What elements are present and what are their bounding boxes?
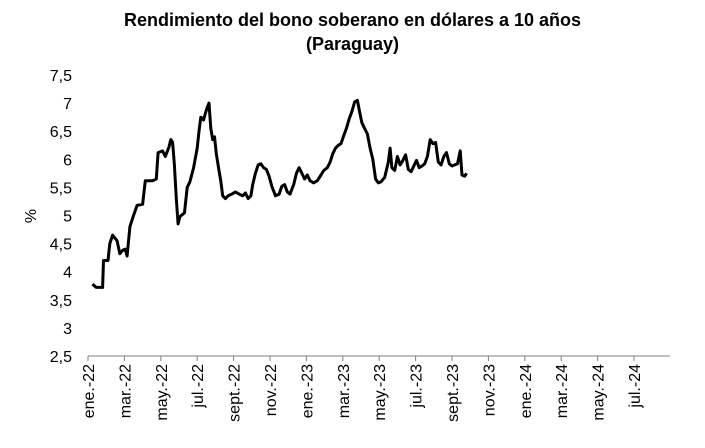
x-tick-label: ene.-22: [81, 364, 98, 418]
x-tick-label: sept.-22: [227, 364, 244, 422]
y-tick-label: 3,5: [50, 293, 72, 310]
x-tick-label: jul.-24: [627, 364, 644, 409]
y-tick-label: 2,5: [50, 349, 72, 366]
y-tick-label: 6,5: [50, 124, 72, 141]
x-tick-label: mar.-23: [336, 364, 353, 418]
x-tick-label: nov.-22: [263, 364, 280, 416]
x-tick-label: jul.-23: [409, 364, 426, 409]
y-axis-label: %: [23, 209, 40, 223]
y-tick-label: 7,5: [50, 68, 72, 85]
x-tick-label: mar.-24: [554, 364, 571, 418]
x-tick-label: sept.-23: [445, 364, 462, 422]
y-tick-label: 5: [63, 209, 72, 226]
x-tick-label: ene.-23: [299, 364, 316, 418]
y-tick-label: 4: [63, 265, 72, 282]
x-tick-label: mar.-22: [117, 364, 134, 418]
x-tick-labels: ene.-22 mar.-22 may.-22 jul.-22 sept.-22 nov.…: [81, 364, 644, 422]
series-line: [91, 98, 468, 289]
x-tick-label: nov.-23: [481, 364, 498, 416]
y-tick-label: 7: [63, 96, 72, 113]
x-tick-label: jul.-22: [190, 364, 207, 409]
y-tick-labels: 2,5 3 3,5 4 4,5 5 5,5 6 6,5 7 7,5: [50, 68, 72, 366]
chart-title: Rendimiento del bono soberano en dólares…: [123, 10, 582, 30]
y-tick-label: 3: [63, 321, 72, 338]
y-tick-label: 5,5: [50, 180, 72, 197]
y-tick-label: 6: [63, 152, 72, 169]
x-tick-label: may.-24: [591, 364, 608, 421]
x-tick-label: may.-22: [154, 364, 171, 421]
x-tick-marks: [87, 356, 635, 361]
x-tick-label: may.-23: [372, 364, 389, 421]
chart-subtitle: (Paraguay): [305, 34, 400, 54]
y-tick-label: 4,5: [50, 237, 72, 254]
x-tick-label: ene.-24: [518, 364, 535, 418]
